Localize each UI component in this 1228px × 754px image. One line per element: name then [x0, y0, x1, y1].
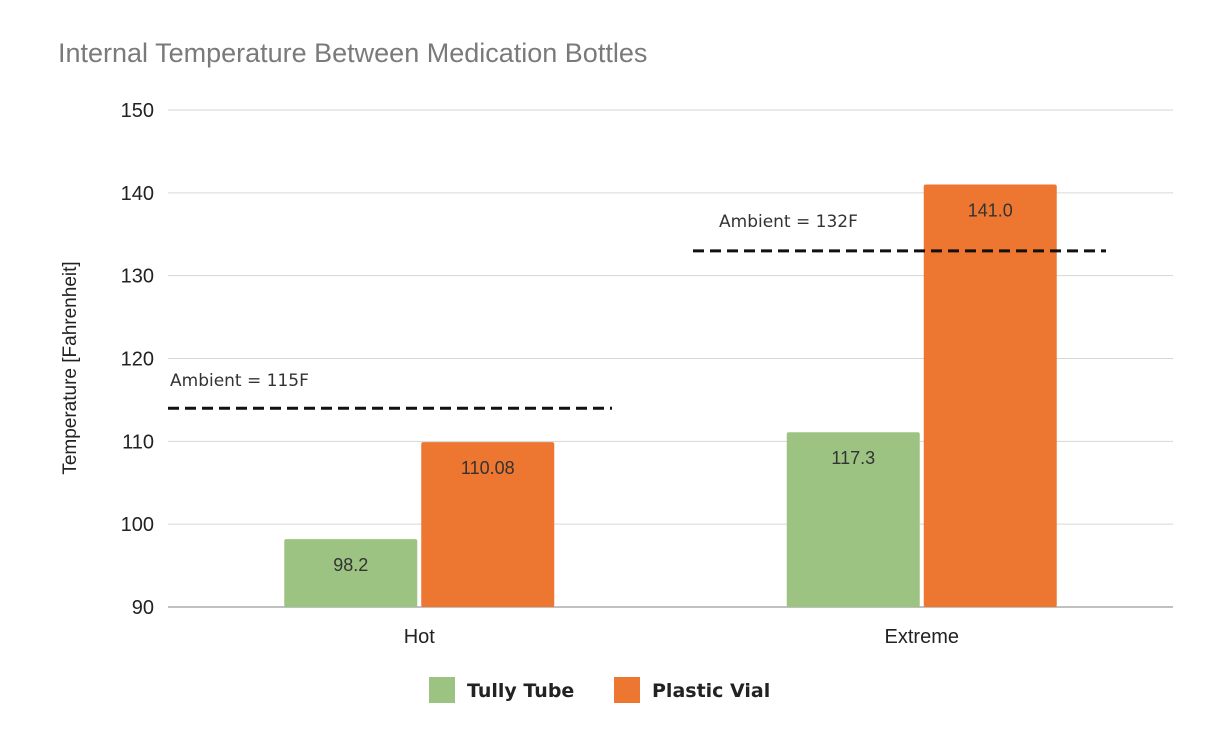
- bars: [284, 184, 1057, 608]
- data-label: 110.08: [461, 458, 515, 478]
- bar-plastic-vial-hot: [421, 442, 555, 607]
- y-tick-label: 140: [121, 183, 154, 205]
- bar-tully-tube-hot: [284, 539, 418, 607]
- legend-label: Plastic Vial: [652, 680, 770, 702]
- data-label: 117.3: [831, 448, 875, 468]
- data-label: 141.0: [968, 201, 1013, 221]
- y-tick-label: 90: [132, 597, 154, 619]
- y-tick-label: 130: [121, 266, 154, 288]
- legend-swatch-plastic-vial: [614, 677, 640, 703]
- y-tick-label: 100: [121, 514, 154, 536]
- y-tick-label: 120: [121, 349, 154, 371]
- legend: Tully Tube Plastic Vial: [429, 677, 770, 703]
- chart-title: Internal Temperature Between Medication …: [58, 38, 647, 68]
- legend-label: Tully Tube: [467, 680, 574, 702]
- x-tick-label: Hot: [404, 626, 436, 648]
- reference-annotations: Ambient = 115F Ambient = 132F: [168, 212, 1106, 410]
- bar-tully-tube-extreme: [786, 432, 920, 607]
- category-labels: Hot Extreme: [404, 626, 959, 648]
- data-labels: 98.2 110.08 117.3 141.0: [333, 201, 1013, 576]
- y-tick-labels: 90 100 110 120 130 140 150: [121, 100, 154, 619]
- legend-swatch-tully-tube: [429, 677, 455, 703]
- ambient-annotation: Ambient = 115F: [170, 371, 309, 391]
- y-tick-label: 110: [122, 431, 154, 453]
- y-axis-label: Temperature [Fahrenheit]: [60, 261, 81, 474]
- ambient-annotation: Ambient = 132F: [719, 212, 858, 232]
- data-label: 98.2: [333, 555, 368, 575]
- x-tick-label: Extreme: [885, 626, 959, 648]
- y-tick-label: 150: [121, 100, 154, 122]
- bar-plastic-vial-extreme: [923, 184, 1057, 608]
